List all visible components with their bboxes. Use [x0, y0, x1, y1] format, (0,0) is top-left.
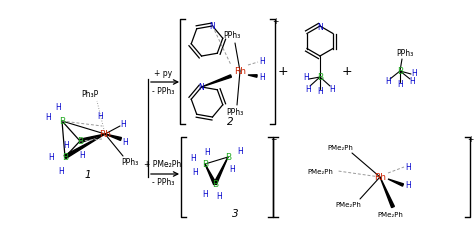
Text: H: H	[63, 141, 69, 150]
Text: H: H	[405, 181, 411, 190]
Text: H: H	[397, 80, 403, 89]
Text: H: H	[192, 168, 198, 177]
Text: PPh₃: PPh₃	[396, 49, 414, 58]
Text: +: +	[467, 135, 473, 144]
Text: + py: + py	[154, 69, 172, 78]
Text: H: H	[58, 167, 64, 176]
Text: PMe₂Ph: PMe₂Ph	[307, 168, 333, 174]
Text: - PPh₃: - PPh₃	[152, 87, 174, 96]
Text: Rh: Rh	[234, 67, 246, 76]
Text: H: H	[303, 73, 309, 82]
Text: H: H	[229, 165, 235, 174]
Text: H: H	[97, 112, 103, 121]
Text: H: H	[45, 113, 51, 122]
Text: H: H	[48, 153, 54, 162]
Text: N: N	[199, 83, 204, 92]
Polygon shape	[80, 134, 105, 143]
Text: PMe₂Ph: PMe₂Ph	[377, 211, 403, 217]
Text: Rh: Rh	[374, 173, 386, 182]
Polygon shape	[105, 134, 121, 141]
Text: B: B	[317, 73, 323, 82]
Text: PPh₃: PPh₃	[223, 30, 241, 39]
Text: H: H	[190, 154, 196, 163]
Text: B: B	[62, 153, 68, 162]
Text: +: +	[278, 65, 288, 78]
Text: 2: 2	[227, 117, 233, 126]
Polygon shape	[214, 157, 228, 185]
Polygon shape	[201, 76, 231, 88]
Text: B: B	[212, 180, 218, 189]
Text: H: H	[259, 73, 265, 82]
Text: PMe₂Ph: PMe₂Ph	[335, 201, 361, 207]
Text: +: +	[272, 17, 278, 26]
Text: H: H	[204, 148, 210, 157]
Text: N: N	[317, 22, 323, 31]
Text: B: B	[225, 153, 231, 162]
Text: Ph₃P: Ph₃P	[82, 90, 99, 99]
Text: H: H	[122, 138, 128, 147]
Text: H: H	[385, 77, 391, 86]
Text: N: N	[210, 22, 215, 31]
Text: Rh: Rh	[99, 130, 111, 139]
Text: H: H	[409, 77, 415, 86]
Text: H: H	[237, 147, 243, 156]
Text: H: H	[259, 57, 265, 66]
Polygon shape	[380, 177, 394, 208]
Text: −: −	[270, 135, 276, 144]
Text: H: H	[55, 103, 61, 112]
Polygon shape	[64, 134, 105, 159]
Text: H: H	[202, 190, 208, 199]
Text: B: B	[59, 117, 65, 126]
Text: H: H	[120, 120, 126, 129]
Polygon shape	[388, 179, 403, 186]
Text: H: H	[216, 192, 222, 201]
Polygon shape	[248, 75, 257, 78]
Text: H: H	[411, 69, 417, 78]
Text: 1: 1	[85, 169, 91, 179]
Text: H: H	[405, 163, 411, 172]
Text: PPh₃: PPh₃	[227, 108, 244, 117]
Polygon shape	[205, 164, 216, 185]
Text: B: B	[77, 137, 83, 146]
Text: B: B	[397, 67, 403, 76]
Text: PPh₃: PPh₃	[121, 158, 138, 167]
Text: H: H	[79, 151, 85, 160]
Text: PMe₂Ph: PMe₂Ph	[327, 144, 353, 150]
Text: + PMe₂Ph: + PMe₂Ph	[145, 160, 182, 169]
Text: 3: 3	[232, 208, 238, 218]
Text: H: H	[305, 85, 311, 94]
Text: +: +	[342, 65, 352, 78]
Text: - PPh₃: - PPh₃	[152, 178, 174, 187]
Text: B: B	[202, 160, 208, 169]
Text: H: H	[317, 87, 323, 96]
Text: H: H	[329, 85, 335, 94]
